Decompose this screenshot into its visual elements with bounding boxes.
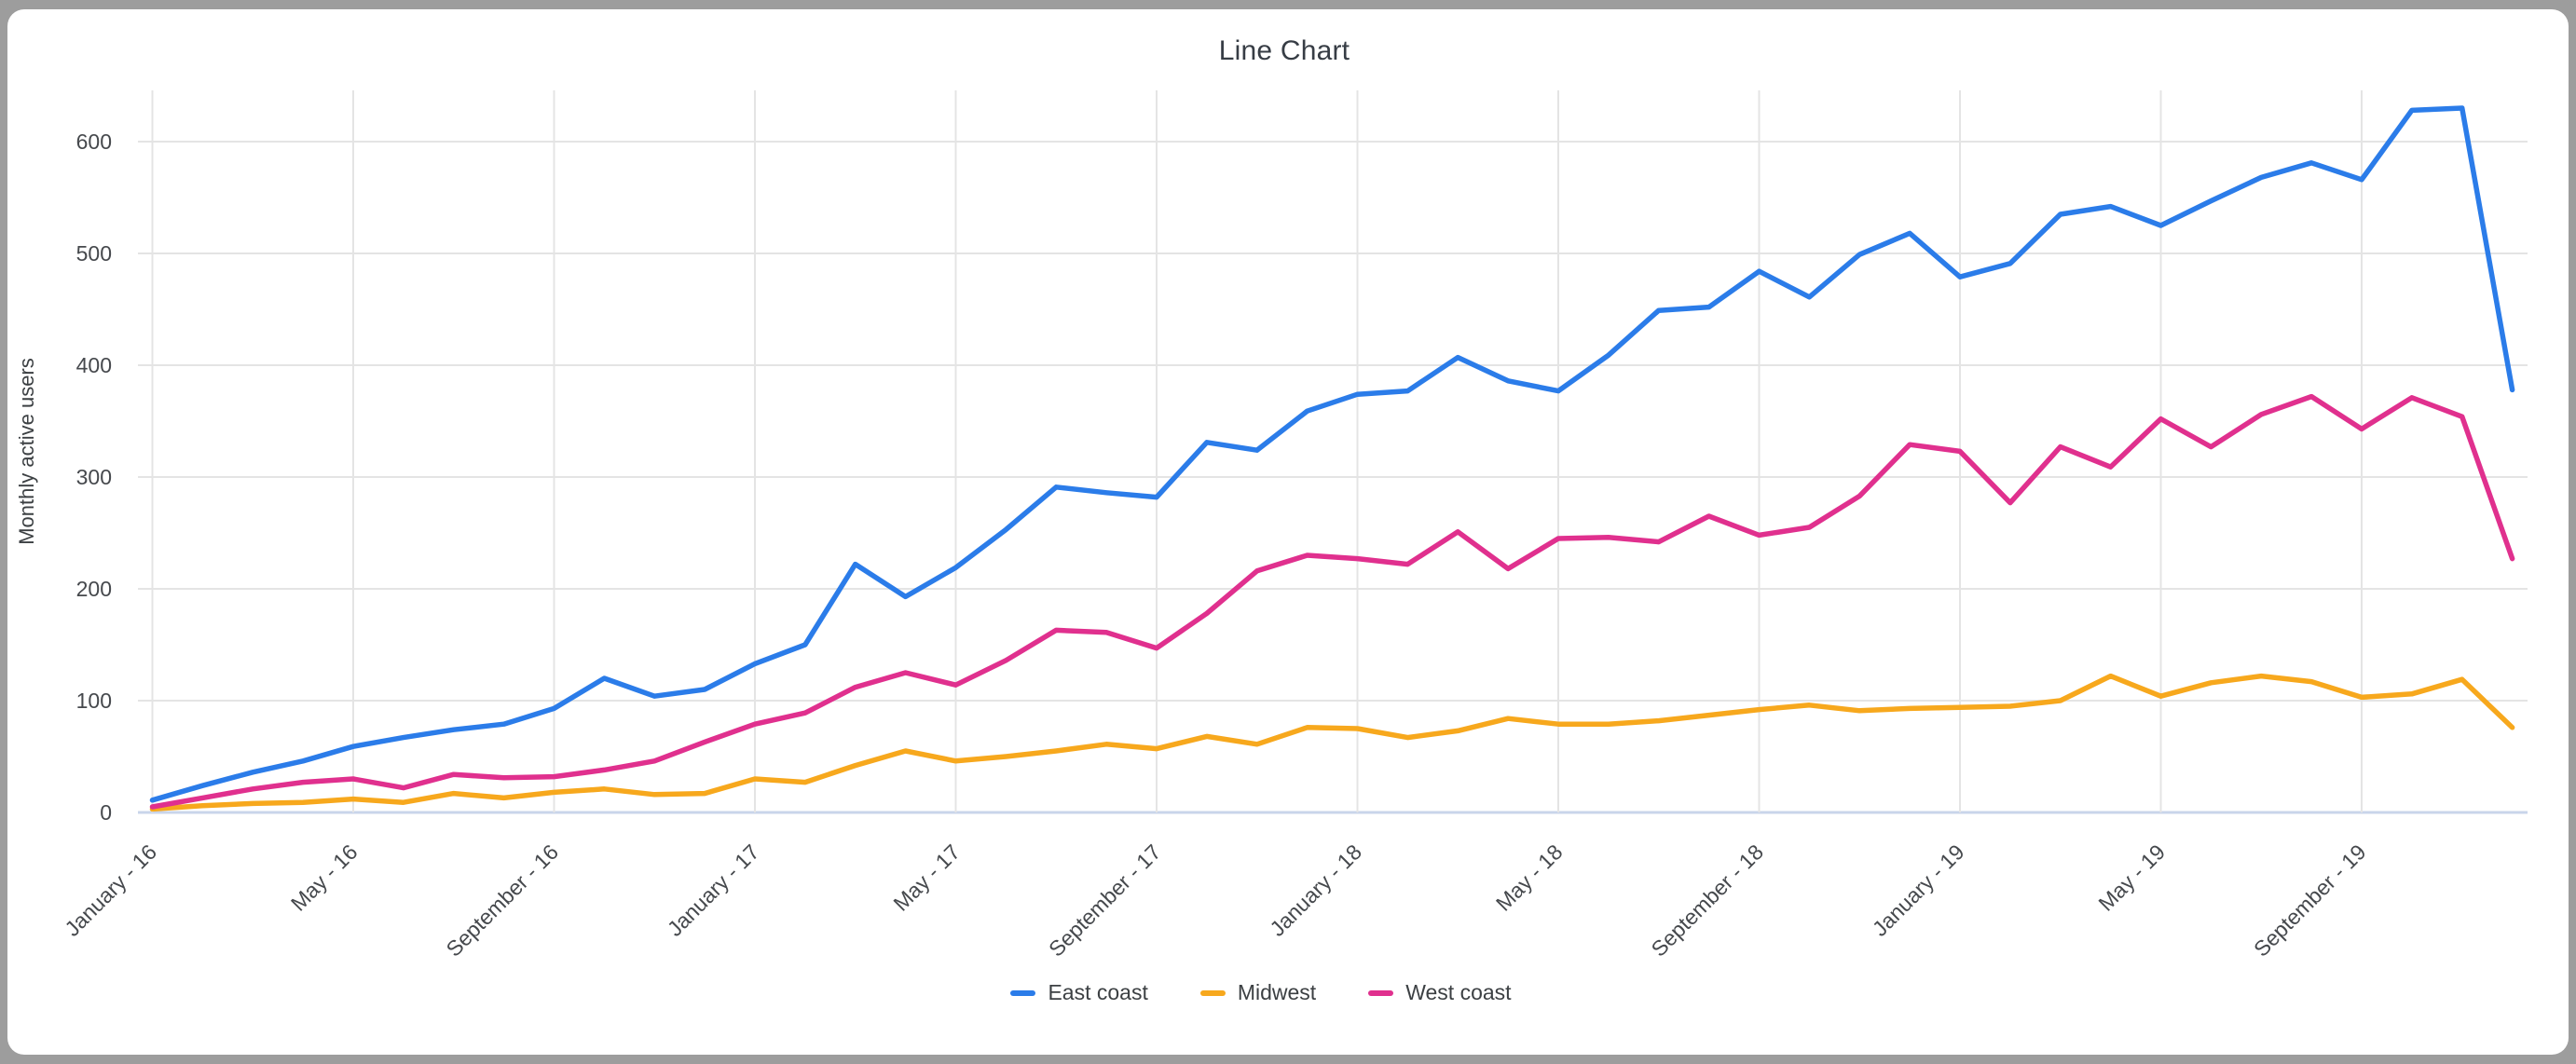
x-tick-label: May - 16 — [286, 839, 363, 916]
y-tick-label: 0 — [100, 800, 112, 825]
y-tick-label: 500 — [76, 241, 112, 266]
y-tick-label: 400 — [76, 353, 112, 377]
y-tick-label: 200 — [76, 577, 112, 601]
plot-area[interactable] — [138, 90, 2528, 812]
legend-label: East coast — [1048, 980, 1148, 1004]
x-tick-label: September - 19 — [2249, 839, 2370, 961]
legend-label: West coast — [1405, 980, 1512, 1004]
legend-label: Midwest — [1237, 980, 1317, 1004]
x-tick-label: January - 17 — [663, 839, 764, 941]
series-line-midwest — [149, 673, 2515, 812]
x-tick-label: September - 18 — [1647, 839, 1768, 961]
legend-swatch — [1199, 989, 1226, 996]
x-tick-label: January - 19 — [1868, 839, 1969, 941]
chart-title: Line Chart — [1218, 35, 1350, 66]
y-tick-label: 300 — [76, 465, 112, 489]
y-axis-title: Monthly active users — [15, 358, 38, 545]
x-tick-label: January - 16 — [60, 839, 161, 941]
y-tick-label: 100 — [76, 689, 112, 713]
x-tick-label: January - 18 — [1265, 839, 1366, 941]
x-tick-label: September - 16 — [442, 839, 563, 961]
x-tick-label: May - 19 — [2093, 839, 2170, 916]
legend-item-west-coast[interactable]: West coast — [1368, 980, 1512, 1005]
x-tick-label: September - 17 — [1044, 839, 1165, 961]
series-line-east-coast — [149, 105, 2515, 803]
chart-card — [7, 9, 2569, 1055]
chart-legend: East coast Midwest West coast — [0, 980, 2576, 1005]
legend-item-east-coast[interactable]: East coast — [1010, 980, 1148, 1005]
legend-swatch — [1368, 989, 1394, 996]
legend-item-midwest[interactable]: Midwest — [1199, 980, 1317, 1005]
x-tick-label: May - 18 — [1491, 839, 1568, 916]
series-line-west-coast — [149, 393, 2515, 810]
x-tick-label: May - 17 — [888, 839, 965, 916]
y-tick-label: 600 — [76, 130, 112, 154]
legend-swatch — [1010, 989, 1036, 996]
